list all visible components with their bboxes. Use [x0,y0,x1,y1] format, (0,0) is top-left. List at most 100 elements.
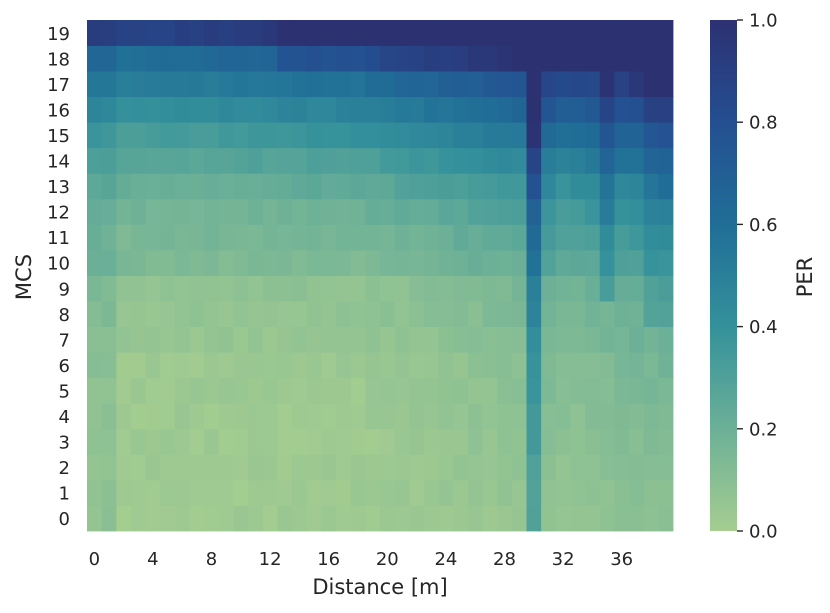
heatmap-cell [262,403,278,430]
heatmap-cell [174,249,190,276]
heatmap-cell [350,173,366,200]
heatmap-cell [189,147,205,174]
heatmap-cell [643,275,659,302]
heatmap-cell [658,428,674,455]
heatmap-cell [233,352,249,379]
heatmap-cell [145,352,161,379]
heatmap-cell [570,147,586,174]
heatmap-cell [160,454,176,481]
heatmap-cell [292,147,308,174]
heatmap-cell [248,71,264,98]
heatmap-cell [511,122,527,149]
heatmap-cell [336,326,352,353]
heatmap-cell [336,377,352,404]
heatmap-cell [130,96,146,123]
heatmap-cell [306,249,322,276]
colorbar-tick-label: 1.0 [749,11,778,32]
heatmap-cell [277,377,293,404]
y-axis-label: MCS [12,254,36,300]
heatmap-cell [423,122,439,149]
heatmap-cell [526,122,542,149]
heatmap-cell [189,122,205,149]
heatmap-cell [394,403,410,430]
heatmap-cell [467,224,483,251]
heatmap-cell [526,326,542,353]
heatmap-cell [438,352,454,379]
heatmap-cell [541,377,557,404]
heatmap-cell [321,147,337,174]
heatmap-cell [233,454,249,481]
heatmap-cell [277,428,293,455]
heatmap-cell [204,326,220,353]
heatmap-cell [350,275,366,302]
heatmap-cell [643,96,659,123]
heatmap-cell [116,352,132,379]
heatmap-cell [541,275,557,302]
heatmap-cell [394,198,410,225]
heatmap-cell [189,454,205,481]
heatmap-cell [101,301,117,327]
heatmap-cell [629,147,645,174]
heatmap-cell [292,71,308,98]
heatmap-cell [204,45,220,72]
heatmap-cell [643,301,659,327]
heatmap-cell [336,428,352,455]
heatmap-cell [87,428,103,455]
heatmap-cell [585,173,601,200]
heatmap-cell [130,275,146,302]
y-tick-label: 10 [47,254,70,275]
heatmap-cell [394,122,410,149]
heatmap-cell [101,96,117,123]
heatmap-cell [629,45,645,72]
heatmap-cell [262,301,278,327]
heatmap-cell [658,326,674,353]
heatmap-cell [541,20,557,46]
heatmap-cell [292,275,308,302]
heatmap-cell [321,352,337,379]
heatmap-cell [526,428,542,455]
heatmap-cell [614,454,630,481]
heatmap-cell [116,505,132,532]
heatmap-cell [555,352,571,379]
heatmap-cell [189,96,205,123]
heatmap-cell [321,122,337,149]
heatmap-cell [321,71,337,98]
heatmap-cell [409,352,425,379]
y-tick-label: 3 [59,433,70,454]
heatmap-cell [570,403,586,430]
heatmap-cell [292,428,308,455]
heatmap-cell [160,403,176,430]
heatmap-cell [101,20,117,46]
x-tick-label: 32 [552,549,575,570]
heatmap-cell [643,505,659,532]
heatmap-cell [541,224,557,251]
heatmap-cell [365,224,381,251]
heatmap-cell [336,403,352,430]
heatmap-cell [380,147,396,174]
heatmap-cell [189,377,205,404]
heatmap-cell [643,45,659,72]
heatmap-cell [350,224,366,251]
heatmap-cell [394,173,410,200]
heatmap-cell [218,45,234,72]
heatmap-cell [526,173,542,200]
heatmap-cell [87,301,103,327]
heatmap-cell [423,352,439,379]
heatmap-cell [306,301,322,327]
y-tick-label: 13 [47,177,70,198]
heatmap-cell [380,45,396,72]
heatmap-cell [218,428,234,455]
heatmap-cell [189,249,205,276]
heatmap-cell [585,275,601,302]
heatmap-cell [526,352,542,379]
heatmap-cell [467,454,483,481]
heatmap-cell [438,147,454,174]
heatmap-cell [599,505,615,532]
heatmap-cell [130,20,146,46]
heatmap-cell [423,275,439,302]
heatmap-cell [218,224,234,251]
heatmap-cell [438,479,454,506]
heatmap-cell [409,45,425,72]
heatmap-cell [248,275,264,302]
heatmap-cell [248,428,264,455]
